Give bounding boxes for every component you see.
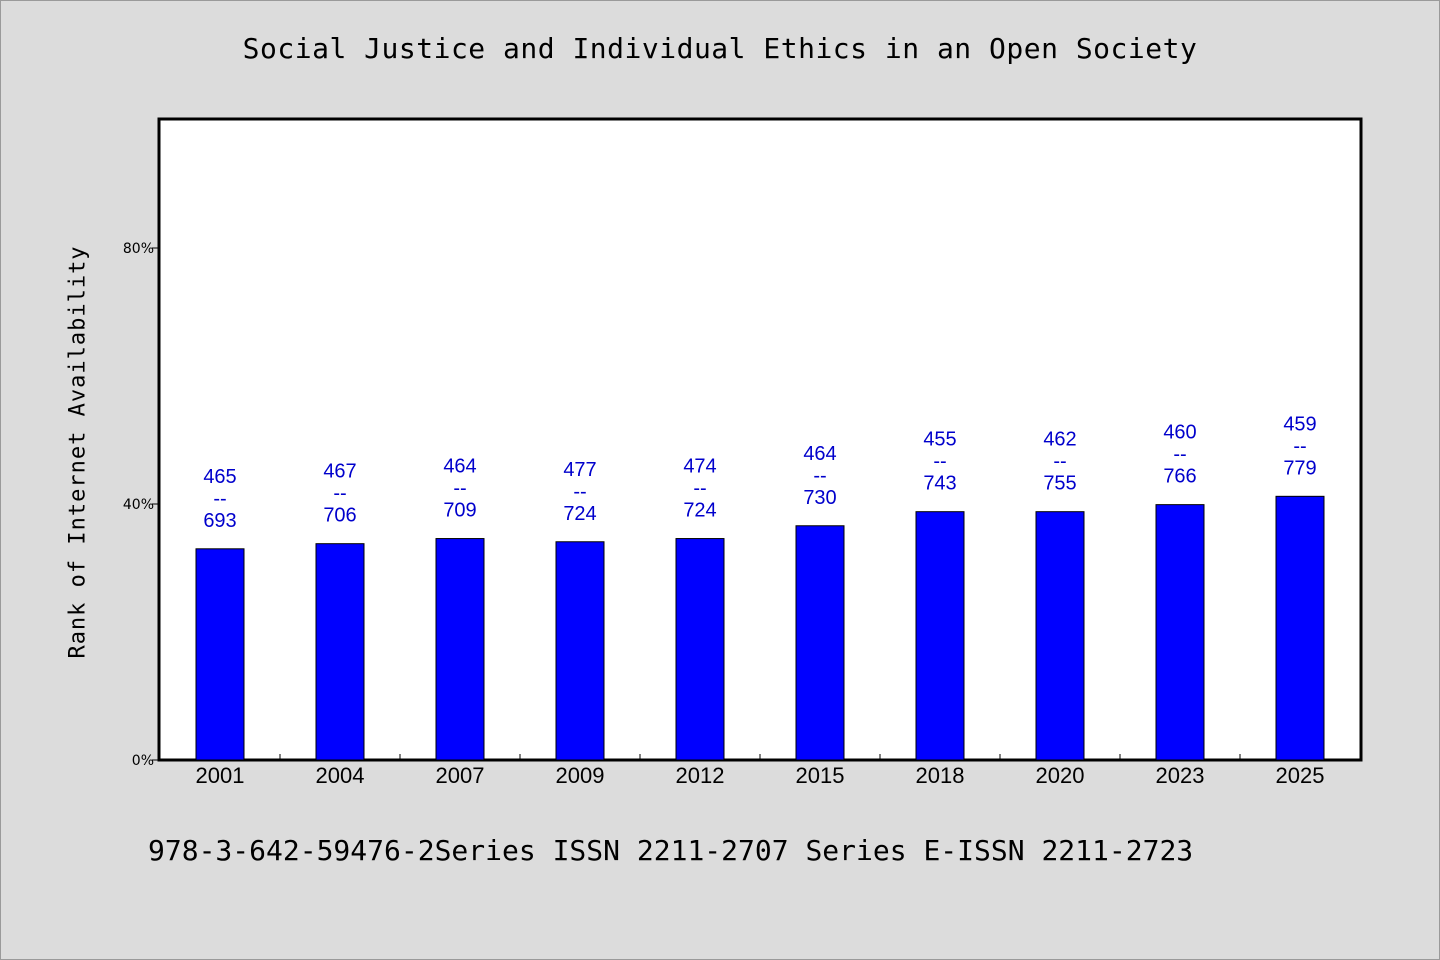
data-label-top: 464 [803, 443, 836, 465]
data-label-bottom: 730 [803, 487, 836, 509]
data-label-bottom: 709 [443, 500, 476, 522]
data-label-separator: -- [1053, 451, 1066, 473]
x-tick-label: 2012 [676, 763, 725, 788]
bar [555, 541, 605, 761]
x-tick-label: 2018 [916, 763, 965, 788]
x-tick-label: 2015 [796, 763, 845, 788]
data-label-top: 477 [563, 459, 596, 481]
x-tick-label: 2023 [1156, 763, 1205, 788]
x-tick-label: 2004 [316, 763, 365, 788]
x-tick-label: 2009 [556, 763, 605, 788]
data-label-top: 467 [323, 461, 356, 483]
data-label-top: 459 [1283, 413, 1316, 435]
data-label-bottom: 755 [1043, 473, 1076, 495]
bar [1035, 511, 1085, 761]
data-label-top: 465 [203, 466, 236, 488]
data-label-bottom: 693 [203, 510, 236, 532]
x-tick-label: 2007 [436, 763, 485, 788]
data-label-bottom: 724 [563, 503, 596, 525]
x-tick-label: 2025 [1276, 763, 1325, 788]
data-label-top: 455 [923, 429, 956, 451]
bar [315, 543, 365, 761]
chart-title: Social Justice and Individual Ethics in … [242, 32, 1198, 65]
bar [1155, 504, 1205, 761]
bar [675, 538, 725, 761]
data-label-bottom: 706 [323, 505, 356, 527]
bar [195, 548, 245, 761]
data-label-separator: -- [813, 465, 826, 487]
bar [795, 525, 845, 761]
data-label-separator: -- [213, 488, 226, 510]
bar [1275, 495, 1325, 761]
y-tick-label: 80% [123, 241, 154, 257]
footer-isbn: 978-3-642-59476-2Series ISSN 2211-2707 S… [148, 834, 1194, 867]
data-label-separator: -- [333, 483, 346, 505]
bar [435, 538, 485, 761]
data-label-bottom: 724 [683, 500, 716, 522]
data-label-separator: -- [1173, 444, 1186, 466]
x-tick-label: 2001 [196, 763, 245, 788]
y-tick-label: 40% [123, 497, 154, 513]
data-label-separator: -- [933, 451, 946, 473]
x-tick-label: 2020 [1036, 763, 1085, 788]
data-label-separator: -- [1293, 435, 1306, 457]
data-label-top: 462 [1043, 429, 1076, 451]
data-label-top: 464 [443, 456, 476, 478]
data-label-bottom: 766 [1163, 466, 1196, 488]
bar [915, 511, 965, 761]
data-label-bottom: 743 [923, 473, 956, 495]
data-label-top: 460 [1163, 422, 1196, 444]
data-label-separator: -- [693, 478, 706, 500]
y-tick-label: 0% [132, 753, 154, 769]
data-label-top: 474 [683, 456, 716, 478]
data-label-separator: -- [573, 481, 586, 503]
data-label-bottom: 779 [1283, 457, 1316, 479]
data-label-separator: -- [453, 478, 466, 500]
